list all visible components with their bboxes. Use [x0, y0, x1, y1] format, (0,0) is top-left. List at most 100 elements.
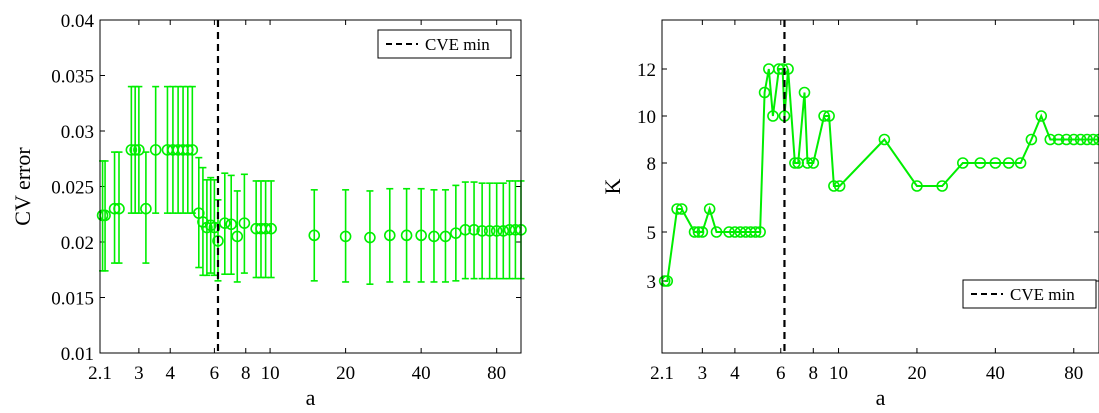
cv-error-marker: [212, 235, 224, 247]
cv-error-marker: [308, 229, 321, 242]
cv-error-x-tick-label: 80: [487, 363, 506, 384]
cv-error-marker: [439, 230, 452, 243]
cv-error-y-tick-label: 0.035: [51, 67, 94, 88]
k-marker: [1087, 133, 1099, 146]
cv-error-data-point: [468, 181, 480, 280]
k-marker: [1067, 133, 1080, 146]
k-marker: [754, 226, 766, 238]
cv-error-marker: [428, 230, 440, 243]
k-y-tick-label: 5: [647, 223, 657, 244]
k-x-axis-label: a: [876, 385, 886, 410]
cv-error-data-point: [383, 187, 396, 283]
cv-error-data-point: [364, 190, 376, 285]
cv-error-data-point: [225, 174, 238, 275]
cv-error-x-tick-label: 4: [165, 363, 175, 384]
cv-error-data-point: [439, 189, 452, 283]
cv-error-data-point: [483, 182, 496, 280]
k-marker: [688, 226, 701, 238]
cv-error-marker: [339, 230, 352, 243]
cv-error-x-tick-label: 8: [241, 363, 251, 384]
k-legend-label: CVE min: [1010, 285, 1075, 304]
k-x-tick-label: 20: [907, 363, 926, 384]
cv-error-legend-label: CVE min: [425, 35, 490, 54]
k-y-axis-label: K: [600, 178, 625, 194]
k-marker: [801, 157, 814, 169]
k-marker: [989, 157, 1002, 169]
k-marker: [957, 157, 969, 169]
cv-error-marker: [364, 231, 376, 244]
cv-error-marker: [133, 144, 145, 156]
k-marker: [974, 157, 987, 169]
k-marker: [789, 157, 801, 169]
cv-error-data-point: [96, 160, 109, 272]
cv-error-data-point: [99, 160, 111, 272]
cv-error-y-tick-label: 0.04: [61, 11, 95, 32]
cv-error-marker: [149, 144, 162, 156]
k-marker: [1044, 133, 1057, 146]
k-x-tick-label: 10: [829, 363, 848, 384]
k-marker: [782, 63, 794, 75]
cv-error-data-point: [497, 182, 510, 280]
cv-error-marker: [225, 218, 238, 231]
k-y-tick-label: 3: [647, 272, 657, 293]
k-marker: [692, 226, 705, 238]
k-marker: [1093, 133, 1099, 146]
cv-error-y-tick-label: 0.025: [51, 178, 94, 199]
cv-error-marker: [129, 144, 141, 156]
k-marker: [710, 226, 723, 238]
cv-error-data-point: [415, 187, 427, 283]
k-marker: [833, 180, 846, 192]
cv-error-data-point: [133, 85, 145, 214]
cv-error-marker: [113, 202, 125, 215]
k-x-tick-label: 40: [986, 363, 1005, 384]
cv-error-marker: [483, 225, 496, 237]
k-y-tick-label: 8: [647, 154, 657, 175]
k-marker: [1014, 157, 1027, 169]
k-marker: [1025, 133, 1038, 146]
k-marker: [878, 133, 891, 146]
cv-error-data-point: [140, 151, 152, 264]
cv-error-marker: [231, 230, 244, 243]
k-marker: [1002, 157, 1015, 169]
cv-error-y-tick-label: 0.03: [61, 122, 94, 143]
k-marker: [1081, 133, 1093, 146]
k-legend: CVE min: [962, 279, 1097, 309]
cv-error-marker: [503, 223, 516, 236]
k-x-tick-label: 3: [698, 363, 708, 384]
k-marker: [1060, 133, 1073, 146]
k-marker: [911, 180, 923, 192]
cv-error-x-tick-label: 20: [336, 363, 355, 384]
cv-error-marker: [468, 223, 480, 236]
cv-error-marker: [218, 217, 231, 229]
k-marker: [758, 86, 771, 99]
k-axes-box: [661, 19, 1099, 354]
cv-error-plot-area: 2.1 3 4 6 8 10 20 40 80 0.01 0.015 0.02 0.025 0.03 0.0…: [51, 11, 527, 384]
k-marker: [807, 157, 820, 169]
k-marker: [671, 203, 683, 215]
cv-error-y-tick-label: 0.02: [61, 233, 94, 254]
k-marker: [723, 226, 735, 238]
k-marker: [696, 226, 709, 238]
cv-error-marker: [208, 221, 221, 234]
cv-error-marker: [497, 225, 510, 237]
k-marker: [675, 203, 688, 215]
cv-error-x-axis-label: a: [306, 385, 316, 410]
k-series-line: [664, 68, 1099, 282]
cv-error-legend: CVE min: [377, 29, 512, 59]
cv-error-data-point: [490, 182, 503, 280]
cv-error-marker: [490, 225, 503, 237]
k-marker: [1074, 133, 1087, 146]
cv-error-data-point: [149, 85, 162, 214]
cv-error-x-tick-label: 10: [261, 363, 280, 384]
k-marker: [776, 63, 789, 75]
cv-error-data-point: [218, 172, 231, 275]
cv-error-data-point: [231, 190, 244, 283]
k-marker: [818, 110, 830, 122]
k-marker: [767, 110, 779, 122]
cv-error-y-tick-label: 0.01: [61, 344, 94, 365]
cv-error-x-tick-label: 2.1: [88, 363, 112, 384]
k-marker: [749, 226, 762, 238]
cv-error-marker: [415, 229, 427, 242]
cv-error-data-point: [113, 151, 125, 264]
